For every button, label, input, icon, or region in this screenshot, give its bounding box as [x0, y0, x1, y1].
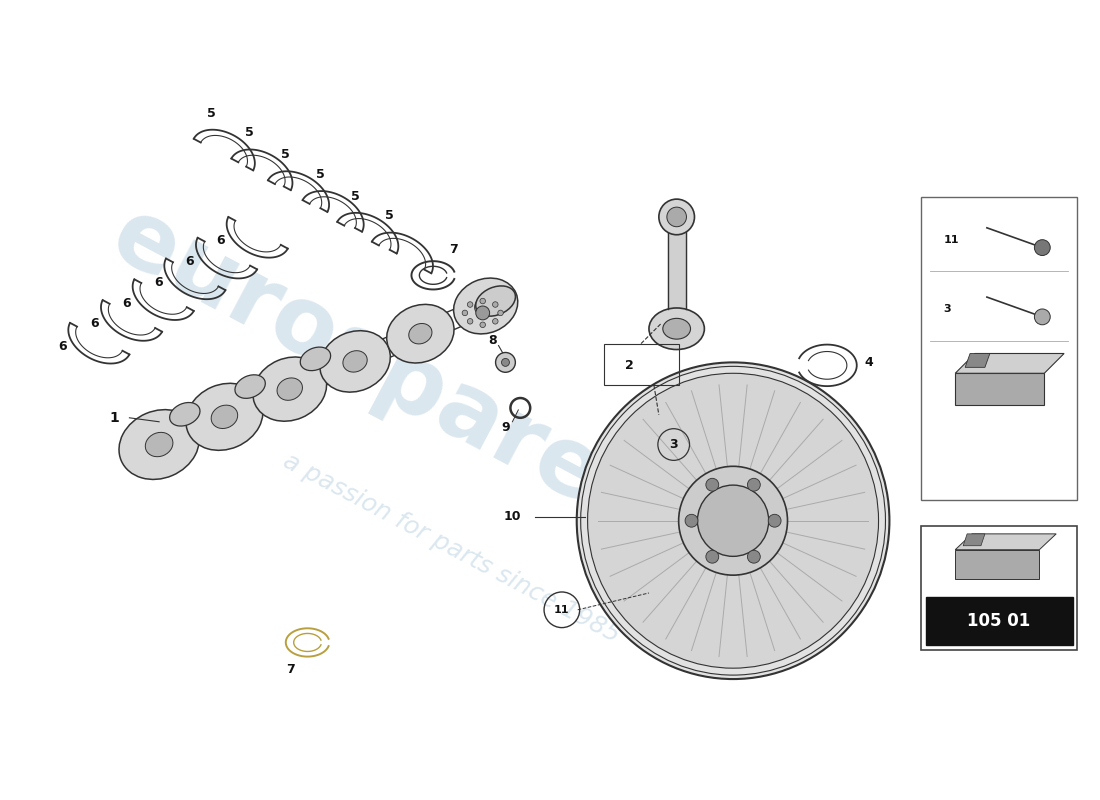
- Text: 5: 5: [207, 106, 216, 119]
- Circle shape: [706, 478, 718, 491]
- Bar: [604, 343, 679, 385]
- Circle shape: [1034, 240, 1050, 255]
- Ellipse shape: [277, 378, 302, 400]
- Circle shape: [502, 358, 509, 366]
- Ellipse shape: [320, 330, 390, 392]
- Circle shape: [468, 302, 473, 307]
- Circle shape: [468, 318, 473, 324]
- Text: 5: 5: [316, 168, 324, 181]
- Polygon shape: [965, 354, 990, 367]
- Ellipse shape: [343, 350, 367, 372]
- Ellipse shape: [679, 466, 788, 575]
- Bar: [955, 550, 1040, 579]
- Polygon shape: [955, 534, 1056, 550]
- Circle shape: [476, 306, 490, 320]
- Text: 6: 6: [217, 234, 224, 247]
- Text: 6: 6: [122, 297, 131, 310]
- Text: 10: 10: [504, 510, 521, 523]
- Ellipse shape: [587, 374, 879, 668]
- Bar: [925, 598, 1072, 646]
- Text: 7: 7: [449, 243, 458, 256]
- Ellipse shape: [119, 410, 199, 479]
- Bar: [955, 374, 1044, 405]
- Ellipse shape: [186, 383, 263, 450]
- Ellipse shape: [453, 278, 518, 334]
- Ellipse shape: [649, 308, 704, 350]
- FancyBboxPatch shape: [921, 526, 1077, 650]
- Text: 7: 7: [286, 662, 295, 676]
- Ellipse shape: [145, 432, 173, 457]
- Text: 6: 6: [90, 318, 99, 330]
- Circle shape: [480, 298, 485, 304]
- Ellipse shape: [475, 286, 516, 316]
- Text: 105 01: 105 01: [967, 612, 1031, 630]
- FancyBboxPatch shape: [921, 197, 1077, 500]
- Text: 4: 4: [865, 356, 873, 369]
- Ellipse shape: [663, 318, 691, 339]
- Text: 1: 1: [110, 411, 120, 425]
- Ellipse shape: [235, 374, 265, 398]
- Text: 8: 8: [488, 334, 497, 347]
- Text: 9: 9: [502, 422, 509, 434]
- Text: a passion for parts since 1985: a passion for parts since 1985: [278, 449, 624, 648]
- Text: 6: 6: [58, 340, 66, 353]
- Polygon shape: [964, 534, 984, 546]
- Ellipse shape: [300, 347, 331, 370]
- Ellipse shape: [409, 323, 432, 344]
- Circle shape: [768, 514, 781, 527]
- Circle shape: [706, 550, 718, 563]
- Text: eurospares: eurospares: [97, 190, 667, 551]
- Circle shape: [493, 318, 498, 324]
- Text: 11: 11: [944, 234, 959, 245]
- Text: 3: 3: [670, 438, 678, 451]
- Polygon shape: [955, 354, 1064, 374]
- Text: 6: 6: [186, 255, 194, 268]
- Text: 5: 5: [282, 148, 290, 161]
- Circle shape: [496, 353, 516, 372]
- Circle shape: [480, 322, 485, 327]
- Ellipse shape: [697, 485, 769, 556]
- Circle shape: [659, 199, 694, 234]
- Ellipse shape: [253, 357, 327, 422]
- Circle shape: [685, 514, 697, 527]
- Text: 5: 5: [245, 126, 253, 139]
- Text: 6: 6: [154, 276, 163, 289]
- Text: 2: 2: [625, 359, 634, 372]
- Text: 5: 5: [385, 210, 394, 222]
- Circle shape: [747, 550, 760, 563]
- Text: 11: 11: [554, 605, 570, 614]
- Ellipse shape: [474, 296, 497, 316]
- Circle shape: [498, 310, 504, 316]
- Circle shape: [747, 478, 760, 491]
- Circle shape: [1034, 309, 1050, 325]
- Text: 3: 3: [944, 304, 952, 314]
- Ellipse shape: [211, 405, 238, 429]
- Text: 5: 5: [351, 190, 360, 202]
- Ellipse shape: [576, 362, 890, 679]
- Circle shape: [667, 207, 686, 226]
- Ellipse shape: [169, 402, 200, 426]
- Ellipse shape: [387, 304, 454, 363]
- Circle shape: [462, 310, 468, 316]
- Circle shape: [493, 302, 498, 307]
